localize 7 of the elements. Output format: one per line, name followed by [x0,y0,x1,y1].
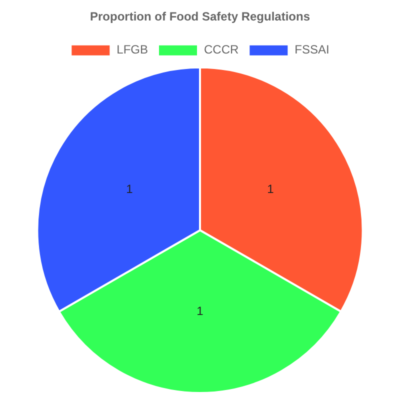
chart-title: Proportion of Food Safety Regulations [90,10,310,24]
data-label: 1 [126,182,134,196]
legend-label: CCCR [204,42,239,57]
legend-label: LFGB [116,42,148,57]
data-label: 1 [196,304,204,318]
legend-label: FSSAI [294,42,330,57]
data-label: 1 [267,182,274,196]
